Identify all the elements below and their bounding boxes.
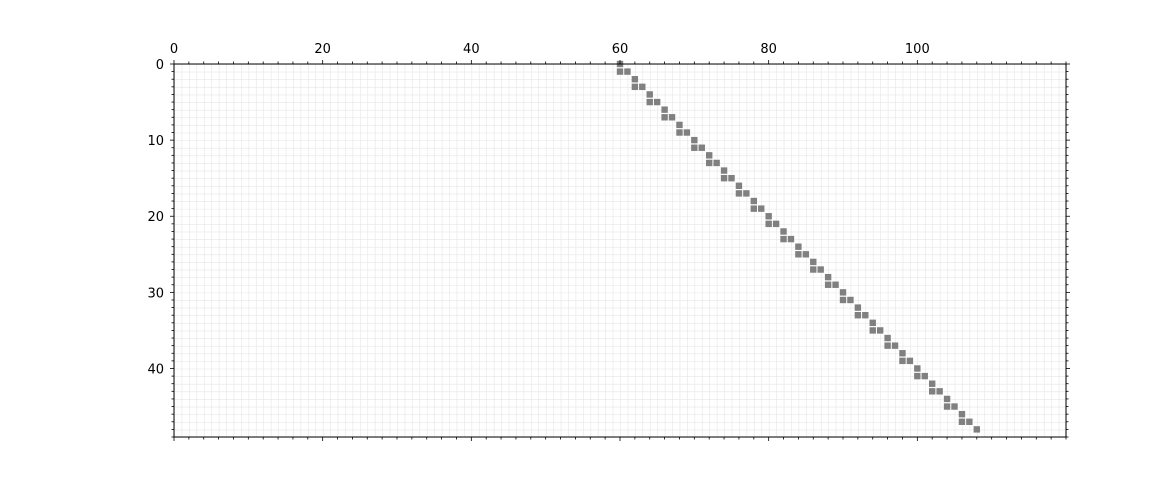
nonzero-cell (743, 190, 750, 197)
nonzero-cell (795, 251, 802, 258)
nonzero-cell (683, 129, 691, 136)
nonzero-cell (765, 220, 772, 228)
nonzero-cell (899, 350, 906, 357)
ticks-layer (170, 60, 1070, 441)
y-tick-label: 20 (147, 210, 164, 225)
nonzero-cell (929, 388, 936, 395)
nonzero-cell (958, 410, 966, 418)
nonzero-cell (735, 182, 743, 189)
nonzero-cell (631, 76, 639, 83)
nonzero-cell (891, 342, 899, 349)
nonzero-cell (906, 357, 914, 365)
nonzero-cell (884, 342, 891, 349)
nonzero-cell (758, 205, 765, 212)
nonzero-cell (854, 304, 862, 311)
nonzero-cell (661, 106, 668, 113)
nonzero-cell (884, 334, 891, 342)
nonzero-cell (862, 312, 869, 319)
nonzero-cell (832, 281, 839, 288)
nonzero-cell (929, 380, 936, 387)
y-tick-label: 30 (147, 286, 164, 301)
nonzero-cell (646, 91, 653, 98)
nonzero-cell (698, 144, 705, 151)
nonzero-cell (854, 312, 862, 319)
nonzero-cell (631, 83, 639, 91)
nonzero-cell (847, 296, 854, 304)
nonzero-cell (951, 403, 958, 410)
y-tick-label: 0 (156, 58, 164, 73)
nonzero-cell (914, 372, 921, 380)
nonzero-cell (824, 281, 832, 288)
nonzero-cell (914, 365, 921, 372)
nonzero-cell (735, 190, 743, 197)
nonzero-cell (653, 98, 661, 106)
nonzero-cell (966, 418, 973, 425)
nonzero-cell (899, 357, 906, 365)
nonzero-cell (802, 251, 810, 258)
nonzero-cell (661, 114, 668, 121)
nonzero-cell (750, 205, 757, 212)
nonzero-cell (728, 174, 735, 182)
x-tick-label: 60 (612, 42, 629, 57)
nonzero-cell (765, 213, 772, 220)
y-tick-label: 40 (147, 362, 164, 377)
nonzero-cell (869, 327, 876, 334)
nonzero-cell (810, 266, 817, 273)
nonzero-cell (810, 258, 817, 266)
nonzero-cell (973, 426, 980, 433)
nonzero-cell (787, 235, 795, 243)
nonzero-cell (639, 83, 646, 91)
nonzero-cell (706, 152, 713, 159)
nonzero-cell (876, 327, 884, 334)
nonzero-cell (817, 266, 824, 273)
nonzero-cell (706, 159, 713, 167)
nonzero-cell (691, 144, 698, 151)
nonzero-cell (943, 403, 951, 410)
nonzero-cell (943, 395, 951, 403)
nonzero-cell (958, 418, 966, 425)
nonzero-cell (936, 388, 943, 395)
nonzero-cell (839, 296, 847, 304)
nonzero-cell (780, 235, 787, 243)
nonzero-cell (676, 121, 683, 129)
x-tick-label: 80 (760, 42, 777, 57)
nonzero-cell (795, 243, 802, 250)
nonzero-cell (720, 174, 728, 182)
grid-layer (174, 64, 1067, 438)
x-tick-label: 100 (905, 42, 930, 57)
x-tick-label: 40 (463, 42, 480, 57)
nonzero-cell (668, 114, 676, 121)
x-tick-label: 20 (314, 42, 331, 57)
nonzero-cell (869, 319, 876, 327)
nonzero-cell (691, 136, 698, 144)
y-tick-label: 10 (147, 134, 164, 149)
nonzero-cell (713, 159, 720, 167)
nonzero-cell (772, 220, 780, 228)
cells-layer (616, 60, 980, 433)
nonzero-cell (750, 197, 757, 205)
nonzero-cell (780, 228, 787, 235)
nonzero-cell (720, 167, 728, 174)
tick-labels-layer: 0 20 40 60 80 100 0 10 20 30 40 (147, 42, 929, 377)
nonzero-cell (921, 372, 928, 380)
x-tick-label: 0 (170, 42, 178, 57)
nonzero-cell (624, 68, 631, 75)
nonzero-cell (824, 273, 832, 281)
nonzero-cell (646, 98, 653, 106)
nonzero-cell (839, 289, 847, 296)
nonzero-cell (676, 129, 683, 136)
nonzero-cell (616, 68, 624, 75)
